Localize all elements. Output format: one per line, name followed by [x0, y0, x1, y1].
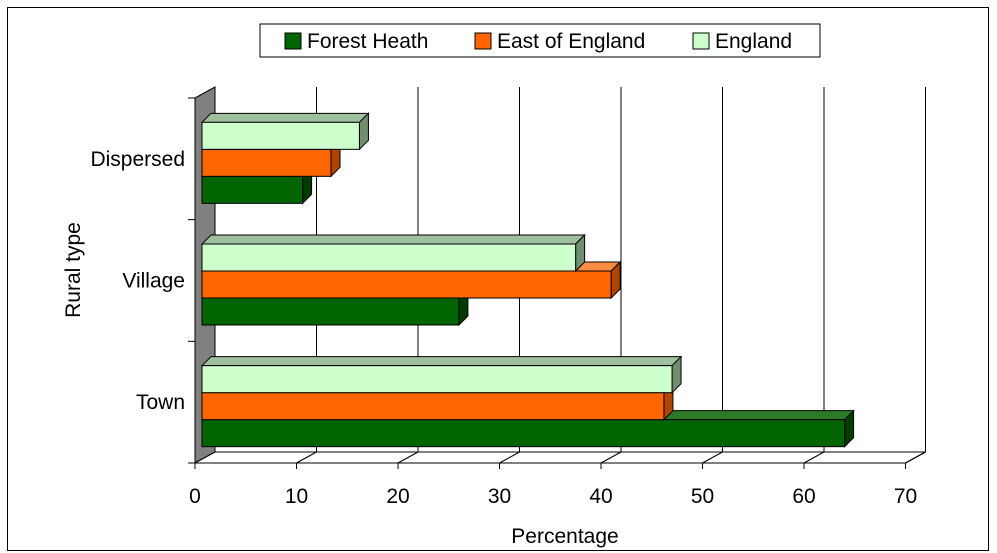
bar-front — [201, 419, 846, 448]
legend-label: England — [715, 30, 792, 53]
bar-front — [201, 297, 460, 326]
bar-front — [201, 392, 665, 421]
axes — [188, 97, 906, 469]
x-tick-label: 60 — [792, 485, 815, 508]
bar-front — [201, 243, 577, 272]
x-tick-label: 30 — [488, 485, 511, 508]
x-tick-labels: 0 10 20 30 40 50 60 70 — [189, 485, 917, 508]
legend: Forest Heath East of England England — [259, 23, 821, 58]
bar — [200, 112, 370, 151]
floor-gridline — [905, 451, 926, 464]
bar-top — [200, 234, 586, 245]
x-tick-label: 0 — [189, 485, 201, 508]
bars — [200, 112, 855, 448]
legend-box — [259, 23, 821, 58]
y-axis-title: Rural type — [62, 222, 85, 318]
x-tick-label: 20 — [386, 485, 409, 508]
floor-gridline — [600, 451, 622, 464]
legend-item: England — [692, 30, 792, 53]
category-label: Town — [136, 391, 185, 414]
category-label: Dispersed — [90, 148, 185, 171]
bar-front — [201, 175, 304, 204]
x-tick-label: 10 — [285, 485, 308, 508]
x-axis-title: Percentage — [511, 525, 618, 548]
legend-label: Forest Heath — [307, 30, 428, 53]
bar-front — [201, 365, 673, 394]
bar-front — [201, 148, 332, 177]
floor-gridline — [803, 451, 825, 464]
category-label: Village — [122, 270, 185, 293]
y-tick-labels: Town Village Dispersed — [90, 148, 185, 414]
bar-front — [201, 121, 360, 150]
legend-swatch — [692, 32, 710, 50]
floor-gridline — [397, 451, 419, 464]
legend-item: East of England — [474, 30, 645, 53]
bar-top — [200, 112, 370, 123]
legend-item: Forest Heath — [284, 30, 428, 53]
x-tick-label: 50 — [691, 485, 714, 508]
floor — [194, 451, 926, 464]
legend-label: East of England — [497, 30, 645, 53]
floor-gridline — [296, 451, 317, 464]
legend-swatch — [474, 32, 492, 50]
legend-swatch — [284, 32, 302, 50]
floor-gridline — [702, 451, 723, 464]
x-tick-label: 40 — [589, 485, 612, 508]
floor-gridline — [499, 451, 520, 464]
bar — [200, 355, 683, 394]
bar-front — [201, 270, 612, 299]
bar-top — [200, 356, 683, 367]
x-tick-label: 70 — [894, 485, 917, 508]
bar — [200, 233, 586, 273]
